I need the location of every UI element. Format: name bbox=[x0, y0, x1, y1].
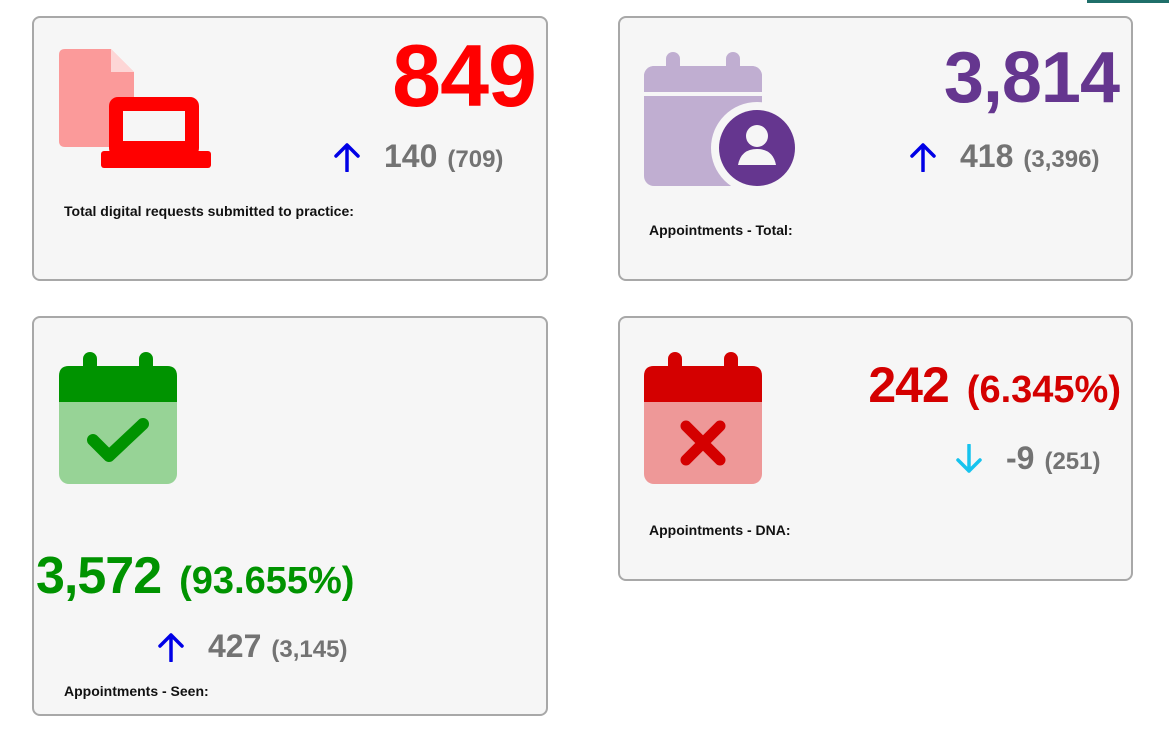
change-value: 140 bbox=[384, 138, 438, 174]
digital-requests-change: 140 (709) bbox=[334, 138, 503, 175]
appointments-dna-change: -9 (251) bbox=[956, 440, 1100, 477]
digital-requests-value: 849 bbox=[392, 26, 537, 125]
appointments-dna-value: 242 (6.345%) bbox=[868, 360, 1121, 410]
calendar-cross-icon bbox=[644, 352, 762, 484]
appointments-total-change: 418 (3,396) bbox=[910, 138, 1099, 175]
dna-count: 242 bbox=[868, 357, 949, 413]
corner-tab[interactable] bbox=[1087, 0, 1169, 3]
card-caption: Appointments - DNA: bbox=[649, 522, 791, 538]
change-value: 427 bbox=[208, 628, 262, 664]
appointments-total-card: 3,814 418 (3,396) Appointments - Total: bbox=[618, 16, 1133, 281]
seen-percent: (93.655%) bbox=[179, 560, 355, 602]
appointments-seen-card: 3,572 (93.655%) 427 (3,145) Appointments … bbox=[32, 316, 548, 716]
previous-value: (709) bbox=[447, 146, 504, 173]
previous-value: (3,396) bbox=[1023, 146, 1100, 173]
digital-requests-card: 849 140 (709) Total digital requests sub… bbox=[32, 16, 548, 281]
dna-percent: (6.345%) bbox=[966, 369, 1121, 411]
arrow-up-icon bbox=[334, 142, 360, 172]
calendar-person-icon bbox=[644, 52, 799, 188]
calendar-check-icon bbox=[59, 352, 177, 484]
appointments-seen-change: 427 (3,145) bbox=[158, 628, 347, 665]
previous-value: (251) bbox=[1044, 448, 1101, 475]
card-caption: Appointments - Total: bbox=[649, 222, 793, 238]
seen-count: 3,572 bbox=[36, 547, 162, 605]
arrow-up-icon bbox=[910, 142, 936, 172]
appointments-dna-card: 242 (6.345%) -9 (251) Appointments - DNA: bbox=[618, 316, 1133, 581]
appointments-seen-value: 3,572 (93.655%) bbox=[36, 550, 354, 602]
previous-value: (3,145) bbox=[271, 636, 348, 663]
appointments-total-value: 3,814 bbox=[943, 38, 1120, 118]
arrow-down-icon bbox=[956, 443, 982, 473]
change-value: 418 bbox=[960, 138, 1014, 174]
digital-request-laptop-icon bbox=[59, 49, 211, 168]
arrow-up-icon bbox=[158, 632, 184, 662]
change-value: -9 bbox=[1006, 440, 1035, 476]
card-caption: Appointments - Seen: bbox=[64, 683, 209, 699]
card-caption: Total digital requests submitted to prac… bbox=[64, 203, 354, 219]
